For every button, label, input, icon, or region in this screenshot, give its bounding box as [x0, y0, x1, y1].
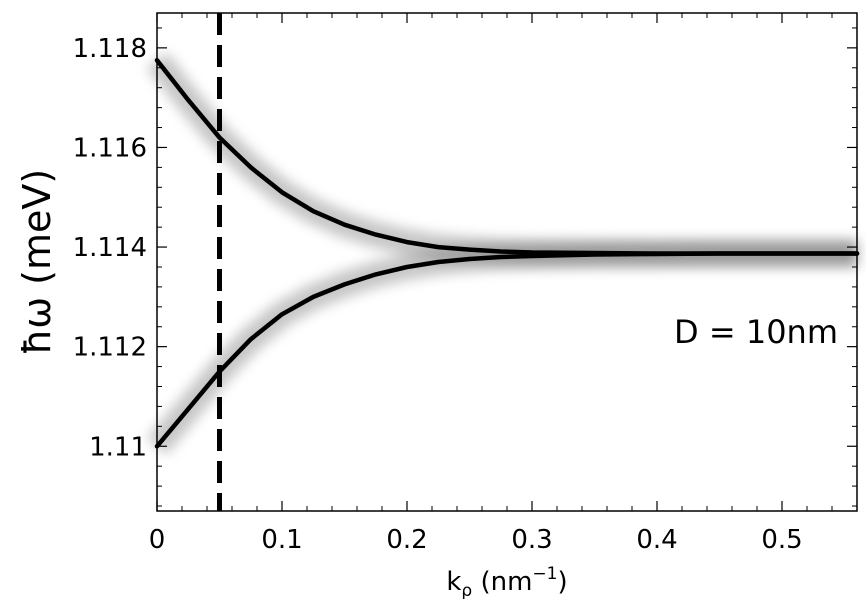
- x-axis-title-main: k: [446, 567, 461, 597]
- x-tick-label: 0.3: [511, 525, 552, 555]
- x-axis-title-unit-close: ): [557, 567, 567, 597]
- y-tick-label: 1.118: [73, 34, 147, 64]
- series-2-line: [154, 251, 860, 449]
- x-axis-title: kρ (nm−1): [446, 564, 567, 599]
- y-tick-label: 1.114: [73, 233, 147, 263]
- tick-labels-layer: 0 0.1 0.2 0.3 0.4 0.5 1.11 1.112 1.114 1.116 1.118: [73, 34, 803, 555]
- x-tick-label: 0.1: [261, 525, 302, 555]
- x-axis-title-subscript: ρ: [461, 581, 472, 599]
- x-tick-label: 0.2: [386, 525, 427, 555]
- y-tick-label: 1.11: [89, 432, 147, 462]
- ticks-layer: [156, 13, 857, 511]
- series-layer: [146, 52, 860, 455]
- y-tick-label: 1.116: [73, 133, 147, 163]
- y-axis-title: ħω (meV): [15, 169, 59, 355]
- annotation-label: D = 10nm: [674, 313, 838, 351]
- x-tick-label: 0.5: [761, 525, 802, 555]
- x-axis-title-unit-open: (nm: [472, 567, 532, 597]
- y-tick-label: 1.112: [73, 333, 147, 363]
- x-tick-label: 0.4: [636, 525, 677, 555]
- x-tick-label: 0: [149, 525, 166, 555]
- x-axis-title-unit-superscript: −1: [532, 564, 557, 584]
